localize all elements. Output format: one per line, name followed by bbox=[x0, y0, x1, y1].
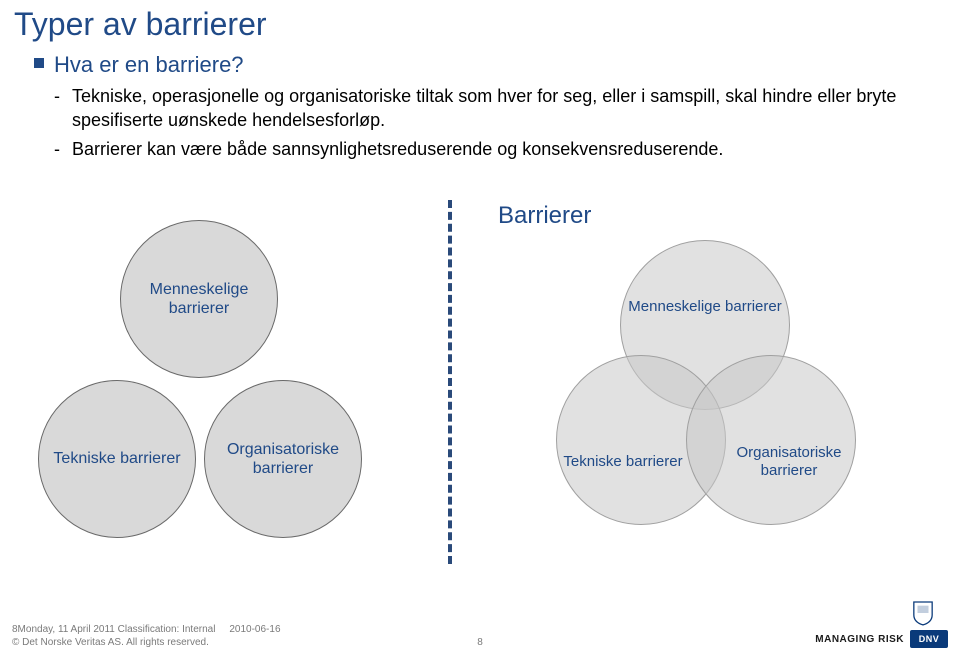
managing-risk-text: MANAGING RISK bbox=[815, 634, 904, 645]
left-circle-bl-label: Tekniske barrierer bbox=[47, 443, 186, 474]
slide-page: Typer av barrierer Hva er en barriere? -… bbox=[0, 0, 960, 656]
subheading: Hva er en barriere? bbox=[54, 52, 244, 78]
right-circle-br-label: Organisatoriske barrierer bbox=[705, 438, 873, 486]
square-bullet-icon bbox=[34, 58, 44, 68]
footer-line1-b: 2010-06-16 bbox=[229, 624, 280, 635]
left-circle-br: Organisatoriske barrierer bbox=[204, 380, 362, 538]
left-circle-bl: Tekniske barrierer bbox=[38, 380, 196, 538]
left-circle-top-label: Menneskelige barrierer bbox=[121, 274, 277, 324]
page-number: 8 bbox=[477, 637, 483, 648]
diagram-area: Menneskelige barrierer Tekniske barriere… bbox=[0, 200, 960, 570]
body-bullet-2-text: Barrierer kan være både sannsynlighetsre… bbox=[72, 137, 723, 161]
dashed-divider bbox=[448, 200, 452, 564]
page-title: Typer av barrierer bbox=[14, 6, 267, 43]
left-circle-top: Menneskelige barrierer bbox=[120, 220, 278, 378]
footer-line2: © Det Norske Veritas AS. All rights rese… bbox=[12, 637, 281, 648]
dnv-badge-icon: DNV bbox=[910, 630, 948, 648]
footer-text: 8Monday, 11 April 2011 Classification: I… bbox=[12, 624, 281, 648]
left-circle-br-label: Organisatoriske barrierer bbox=[205, 434, 361, 484]
footer-line1-a: 8Monday, 11 April 2011 Classification: I… bbox=[12, 624, 215, 635]
right-circle-br: Organisatoriske barrierer bbox=[686, 355, 856, 525]
dash-icon: - bbox=[54, 84, 72, 133]
body-bullet-1-text: Tekniske, operasjonelle og organisatoris… bbox=[72, 84, 914, 133]
body-bullet-2: - Barrierer kan være både sannsynlighets… bbox=[54, 137, 914, 161]
right-circle-top-label: Menneskelige barrierer bbox=[622, 292, 787, 322]
body-bullet-1: - Tekniske, operasjonelle og organisator… bbox=[54, 84, 914, 133]
dash-icon: - bbox=[54, 137, 72, 161]
right-heading: Barrierer bbox=[498, 202, 591, 230]
body-text: - Tekniske, operasjonelle og organisator… bbox=[54, 84, 914, 165]
logo-area: MANAGING RISK DNV bbox=[815, 630, 948, 648]
dnv-crest-icon bbox=[912, 600, 934, 626]
right-circle-bl-label: Tekniske barrierer bbox=[557, 447, 688, 477]
